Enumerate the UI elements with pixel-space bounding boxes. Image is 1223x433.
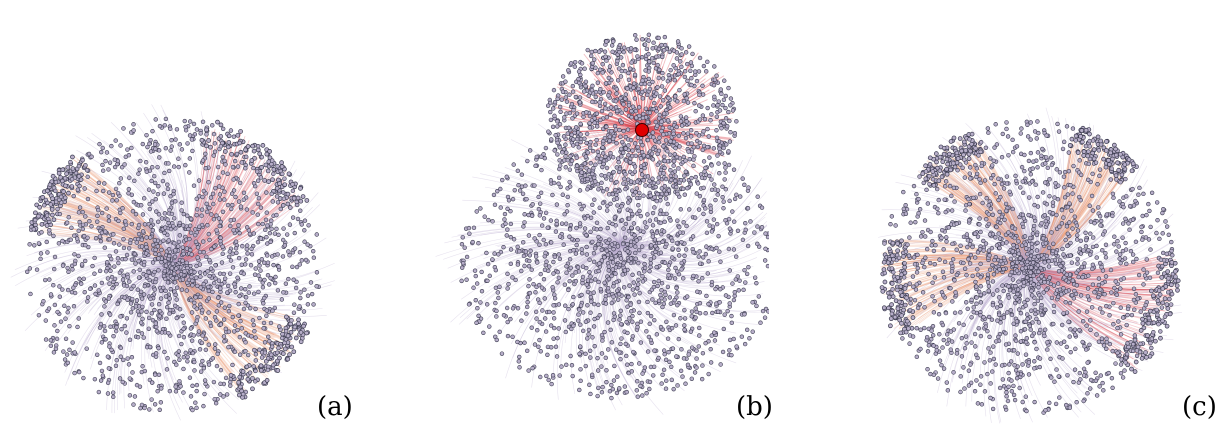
hub-node-marker [635,123,649,137]
network-graph-c [878,107,1183,424]
panel-b: (b) [424,8,773,426]
panel-a: (a) [8,94,353,424]
panel-label-a: (a) [317,392,353,422]
edges [435,34,768,415]
nodes [459,32,769,401]
network-graph-a [10,104,335,421]
panel-c: (c) [842,96,1217,426]
panel-label-c: (c) [1182,392,1217,422]
nodes [25,116,321,413]
nodes [879,119,1181,415]
network-graph-b [435,32,769,415]
panel-label-b: (b) [736,392,773,422]
